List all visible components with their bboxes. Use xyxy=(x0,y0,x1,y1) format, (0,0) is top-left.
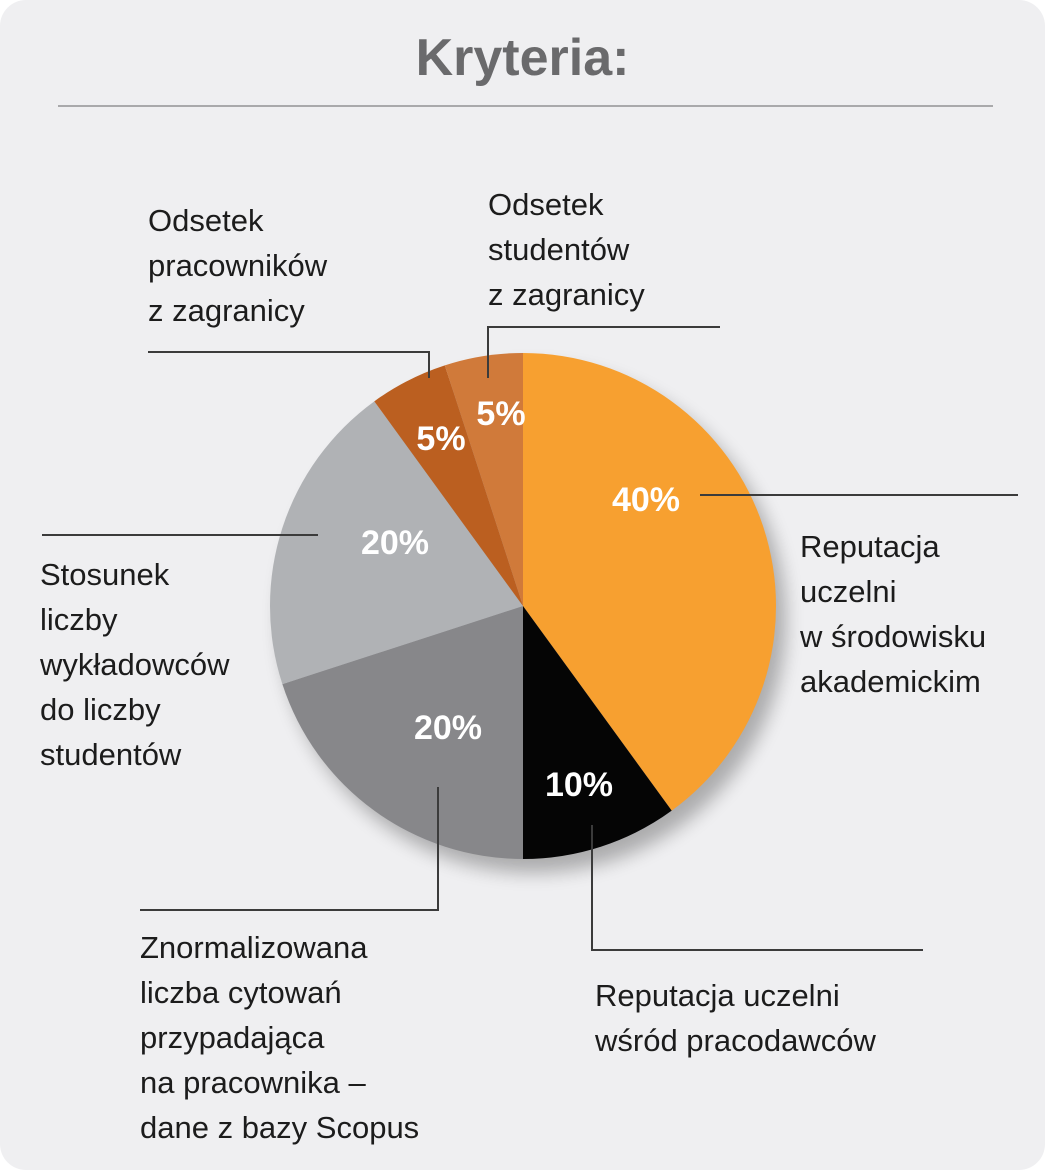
value-label: 20% xyxy=(361,524,429,562)
leader-pracownicy-zagranica xyxy=(148,351,430,378)
value-label: 5% xyxy=(416,420,465,458)
leader-reputacja-pracodawcy xyxy=(591,825,923,951)
label-studenci-zagranica: Odsetek studentów z zagranicy xyxy=(488,187,645,312)
slice-reputacja-akademicka xyxy=(523,353,776,811)
value-label: 5% xyxy=(476,395,525,433)
value-label: 40% xyxy=(612,481,680,519)
label-reputacja-pracodawcy: Reputacja uczelni wśród pracodawców xyxy=(595,978,876,1058)
label-reputacja-akademicka: Reputacja uczelni w środowisku akademick… xyxy=(800,529,987,699)
slice-studenci-zagranica xyxy=(444,353,523,606)
chart-title: Kryteria: xyxy=(415,29,630,87)
leader-studenci-zagranica xyxy=(487,326,720,378)
slice-cytowania xyxy=(282,606,523,859)
value-label: 10% xyxy=(545,766,613,804)
label-pracownicy-zagranica: Odsetek pracowników z zagranicy xyxy=(148,203,328,328)
leader-cytowania xyxy=(140,787,439,911)
slice-stosunek-wykladowcow xyxy=(269,401,523,685)
slice-reputacja-pracodawcy xyxy=(523,606,672,859)
label-cytowania: Znormalizowana liczba cytowań przypadają… xyxy=(140,930,420,1145)
slice-pracownicy-zagranica xyxy=(374,365,523,606)
title-divider xyxy=(58,105,993,107)
value-label: 20% xyxy=(414,709,482,747)
label-stosunek-wykladowcow: Stosunek liczby wykładowców do liczby st… xyxy=(40,557,230,772)
